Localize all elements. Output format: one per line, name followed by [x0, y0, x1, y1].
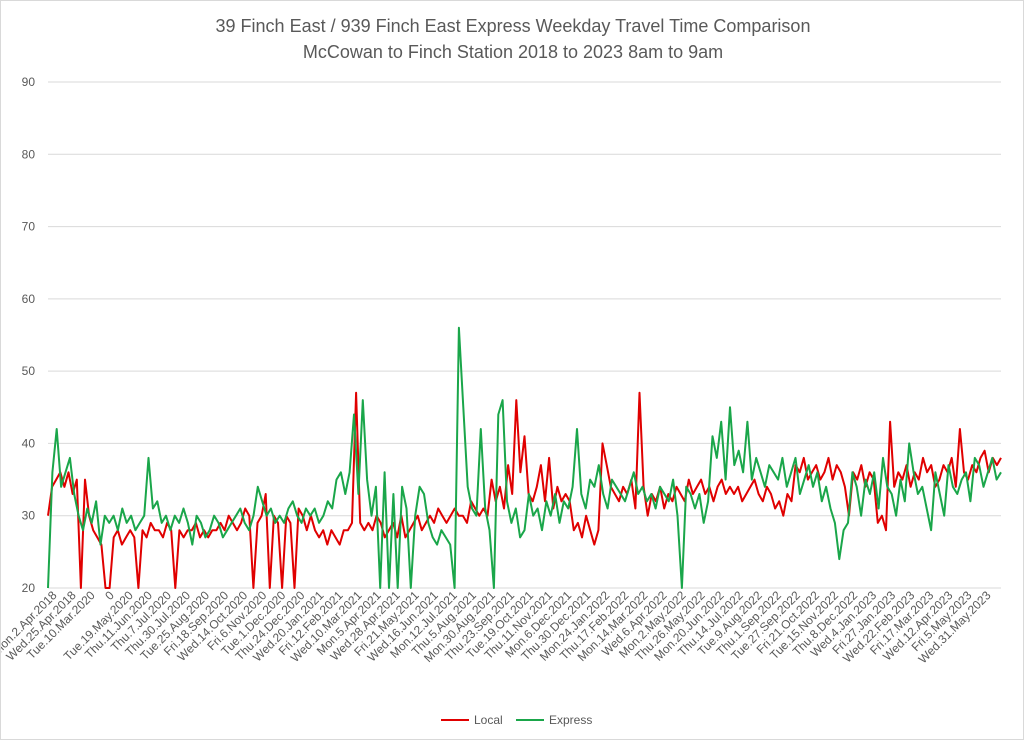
x-axis-ticks: Mon.2.Apr.2018Wed.25.Apr.2018Tue.10.Mar.… [1, 588, 994, 666]
gridlines [48, 81, 1001, 589]
legend-label-local: Local [474, 713, 503, 727]
y-tick-label: 30 [22, 509, 36, 523]
y-tick-label: 70 [22, 220, 36, 234]
chart-title-line-2: McCowan to Finch Station 2018 to 2023 8a… [303, 42, 723, 62]
y-tick-label: 80 [22, 147, 36, 161]
y-tick-label: 20 [22, 581, 36, 595]
y-axis-ticks: 20 30 40 50 60 70 80 90 [22, 75, 36, 595]
chart-title-line-1: 39 Finch East / 939 Finch East Express W… [216, 16, 811, 36]
legend-label-express: Express [549, 713, 592, 727]
series-lines [47, 326, 1002, 589]
y-tick-label: 90 [22, 75, 36, 89]
y-tick-label: 60 [22, 292, 36, 306]
y-tick-label: 40 [22, 436, 36, 450]
legend: Local Express [441, 713, 592, 727]
series-line-express [47, 326, 1002, 589]
y-tick-label: 50 [22, 364, 36, 378]
